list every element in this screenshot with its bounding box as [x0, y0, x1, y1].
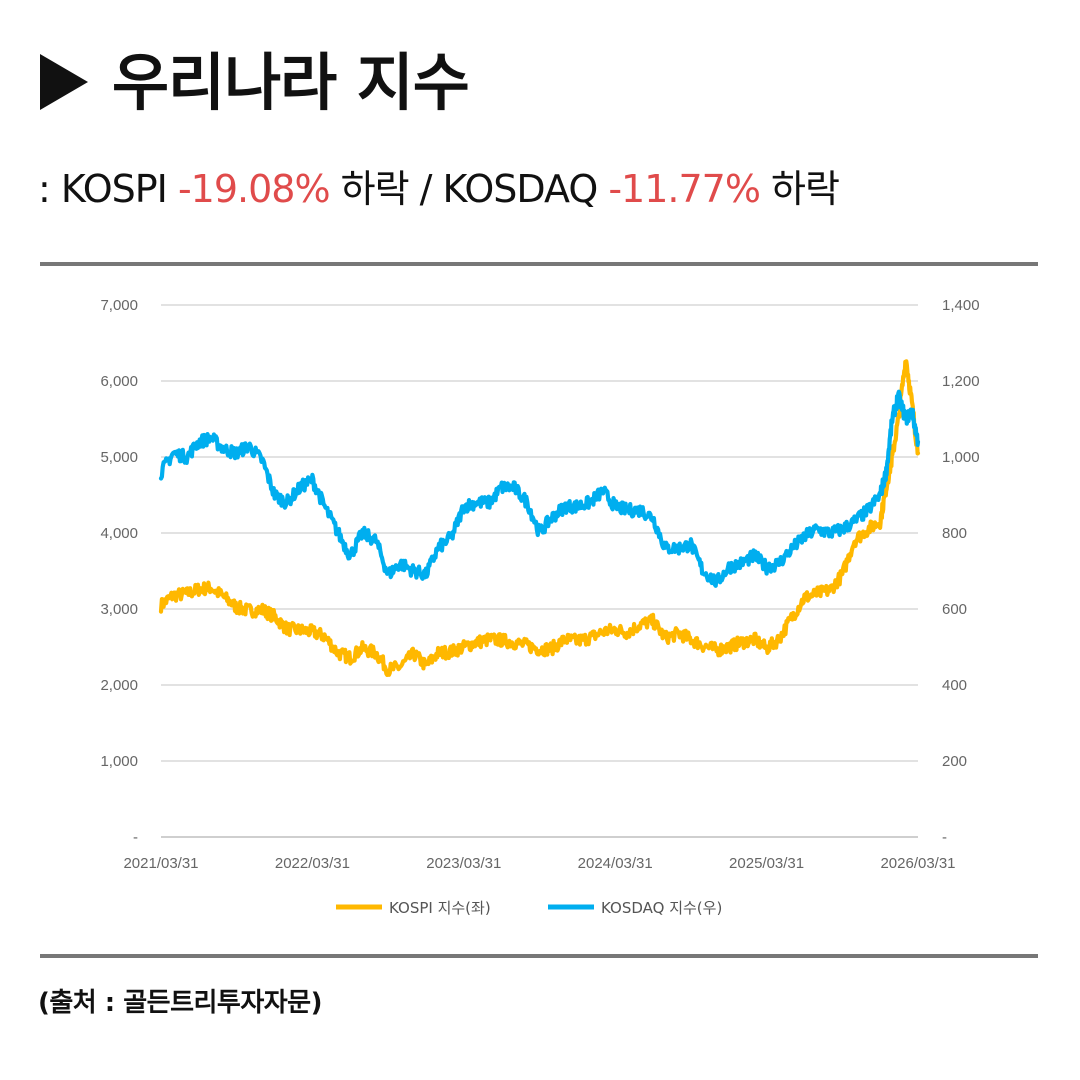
page-title: 우리나라 지수 [40, 52, 470, 114]
left-tick-label: 6,000 [100, 373, 138, 390]
chart-legend: KOSPI 지수(좌) KOSDAQ 지수(우) [336, 899, 722, 917]
play-triangle-icon [40, 54, 88, 110]
x-tick-label: 2024/03/31 [578, 855, 653, 872]
x-tick-label: 2026/03/31 [880, 855, 955, 872]
right-tick-label: 1,400 [942, 297, 980, 314]
series-lines [158, 359, 921, 677]
kosdaq-series-line [158, 389, 921, 588]
x-tick-label: 2021/03/31 [123, 855, 198, 872]
page-title-text: 우리나라 지수 [112, 46, 470, 119]
right-tick-label: 200 [942, 753, 967, 770]
right-tick-label: 600 [942, 601, 967, 618]
summary-mid: 하락 / KOSDAQ [329, 167, 609, 211]
right-tick-label: 1,000 [942, 449, 980, 466]
top-divider [40, 262, 1038, 266]
x-tick-label: 2025/03/31 [729, 855, 804, 872]
left-tick-label: 4,000 [100, 525, 138, 542]
summary-suffix: 하락 [759, 167, 840, 211]
bottom-divider [40, 954, 1038, 958]
index-line-chart: - 1,000 2,000 3,000 4,000 5,000 6,000 7,000 - 20… [100, 297, 980, 917]
x-tick-label: 2023/03/31 [426, 855, 501, 872]
source-note: (출처 : 골든트리투자자문) [38, 988, 322, 1018]
right-tick-label: - [942, 829, 947, 846]
right-tick-label: 800 [942, 525, 967, 542]
kosdaq-legend-label: KOSDAQ 지수(우) [601, 899, 722, 917]
summary-prefix: : KOSPI [38, 167, 178, 211]
right-axis: - 200 400 600 800 1,000 1,200 1,400 [942, 297, 980, 846]
index-change-summary: : KOSPI -19.08% 하락 / KOSDAQ -11.77% 하락 [38, 167, 840, 211]
left-tick-label: 2,000 [100, 677, 138, 694]
left-tick-label: - [133, 829, 138, 846]
x-tick-label: 2022/03/31 [275, 855, 350, 872]
grid-lines [161, 304, 918, 838]
x-axis: 2021/03/31 2022/03/31 2023/03/31 2024/03/31… [123, 855, 955, 872]
left-tick-label: 1,000 [100, 753, 138, 770]
kospi-change: -19.08% [177, 167, 331, 211]
kospi-series-line [158, 359, 921, 677]
left-tick-label: 5,000 [100, 449, 138, 466]
right-tick-label: 1,200 [942, 373, 980, 390]
kosdaq-change: -11.77% [608, 167, 761, 211]
left-axis: - 1,000 2,000 3,000 4,000 5,000 6,000 7,000 [100, 297, 138, 846]
left-tick-label: 7,000 [100, 297, 138, 314]
left-tick-label: 3,000 [100, 601, 138, 618]
right-tick-label: 400 [942, 677, 967, 694]
kospi-legend-label: KOSPI 지수(좌) [389, 899, 491, 917]
